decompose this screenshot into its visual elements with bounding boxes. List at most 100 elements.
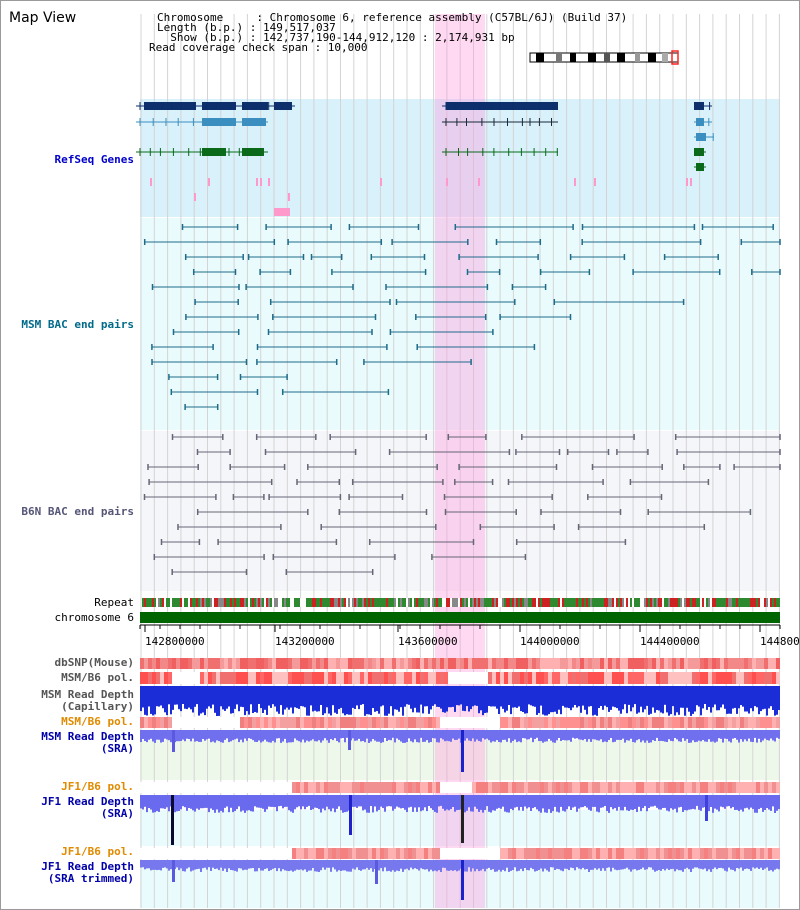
- heatmap-cell: [320, 848, 324, 859]
- heatmap-cell: [360, 658, 364, 669]
- heatmap-cell: [660, 658, 664, 669]
- heatmap-cell: [180, 717, 184, 728]
- repeat-mark: [666, 598, 668, 607]
- b6n-bac-track-label[interactable]: B6N BAC end pairs: [21, 505, 134, 518]
- heatmap-cell: [324, 672, 328, 684]
- heatmap-cell: [396, 782, 400, 793]
- repeat-mark: [700, 598, 702, 607]
- depth-bar: [540, 730, 542, 742]
- heatmap-cell: [444, 672, 448, 684]
- depth-spike: [172, 730, 175, 752]
- depth-bar: [474, 860, 476, 872]
- heatmap-cell: [548, 848, 552, 859]
- depth-bar: [168, 730, 170, 741]
- repeat-mark: [444, 598, 446, 607]
- depth-bar: [552, 730, 554, 743]
- depth-bar: [674, 795, 676, 809]
- heatmap-cell: [680, 658, 684, 669]
- heatmap-cell: [632, 848, 636, 859]
- depth-bar: [610, 795, 612, 808]
- depth-bar: [162, 860, 164, 868]
- depth-bar: [404, 860, 406, 870]
- depth-bar: [374, 795, 376, 807]
- depth-bar: [196, 686, 198, 705]
- depth-bar: [748, 730, 750, 739]
- depth-bar: [314, 686, 316, 711]
- depth-bar: [530, 795, 532, 811]
- depth-bar: [574, 860, 576, 871]
- depth-bar: [230, 730, 232, 742]
- depth-bar: [648, 686, 650, 715]
- heatmap-cell: [256, 782, 260, 793]
- heatmap-cell: [632, 782, 636, 793]
- heatmap-cell: [484, 717, 488, 728]
- depth-bar: [568, 795, 570, 807]
- axis-tick-label: 143600000: [398, 635, 458, 648]
- heatmap-cell: [760, 782, 764, 793]
- repeat-mark: [648, 598, 650, 607]
- b6n-bac-pairs[interactable]: [143, 434, 781, 575]
- depth-bar: [256, 795, 258, 808]
- chromosome-ideogram[interactable]: [529, 50, 679, 65]
- depth-bar: [166, 795, 168, 808]
- depth-bar: [174, 795, 176, 813]
- depth-bar: [332, 730, 334, 741]
- depth-bar: [518, 795, 520, 811]
- repeat-mark: [440, 598, 442, 607]
- heatmap-cell: [408, 672, 412, 684]
- highlight-region[interactable]: [435, 14, 485, 908]
- depth-bar: [364, 795, 366, 810]
- heatmap-cell: [280, 672, 284, 684]
- depth-bar: [422, 686, 424, 714]
- repeat-mark: [520, 598, 522, 607]
- msm-bac-track-label[interactable]: MSM BAC end pairs: [21, 318, 134, 331]
- depth-bar: [140, 686, 142, 712]
- depth-bar: [520, 686, 522, 712]
- depth-bar: [472, 730, 474, 739]
- repeat-mark: [728, 598, 730, 607]
- refseq-track-label[interactable]: RefSeq Genes: [54, 153, 134, 166]
- refseq-genes[interactable]: [136, 102, 714, 216]
- heatmap-cell: [712, 717, 716, 728]
- heatmap-cell: [636, 848, 640, 859]
- depth-bar: [216, 860, 218, 869]
- depth-bar: [288, 860, 290, 872]
- repeat-mark: [484, 598, 486, 607]
- depth-bar: [220, 795, 222, 811]
- heatmap-cell: [568, 848, 572, 859]
- depth-bar: [564, 730, 566, 741]
- repeat-track-label: Repeat: [94, 596, 134, 609]
- repeat-mark: [600, 598, 602, 607]
- heatmap-cell: [356, 782, 360, 793]
- heatmap-cell: [356, 672, 360, 684]
- depth-bar: [484, 795, 486, 810]
- depth-bar: [378, 795, 380, 810]
- depth-bar: [738, 795, 740, 811]
- depth-bar: [680, 730, 682, 742]
- depth-bar: [440, 686, 442, 709]
- heatmap-cell: [424, 782, 428, 793]
- depth-bar: [666, 686, 668, 713]
- heatmap-cell: [272, 672, 276, 684]
- depth-bar: [610, 860, 612, 872]
- depth-bar: [330, 860, 332, 872]
- depth-bar: [188, 686, 190, 708]
- repeat-mark: [716, 598, 718, 607]
- depth-bar: [566, 860, 568, 869]
- depth-bar: [160, 730, 162, 743]
- depth-bar: [158, 686, 160, 707]
- heatmap-cell: [700, 782, 704, 793]
- depth-bar: [310, 730, 312, 741]
- depth-bar: [146, 686, 148, 716]
- heatmap-cell: [320, 717, 324, 728]
- heatmap-cell: [156, 672, 160, 684]
- depth-bar: [246, 860, 248, 870]
- heatmap-cell: [192, 848, 196, 859]
- msm-bac-pairs[interactable]: [143, 224, 781, 410]
- heatmap-cell: [332, 782, 336, 793]
- heatmap-cell: [184, 848, 188, 859]
- depth-bar: [436, 730, 438, 743]
- repeat-mark: [570, 598, 572, 607]
- depth-bar: [206, 795, 208, 808]
